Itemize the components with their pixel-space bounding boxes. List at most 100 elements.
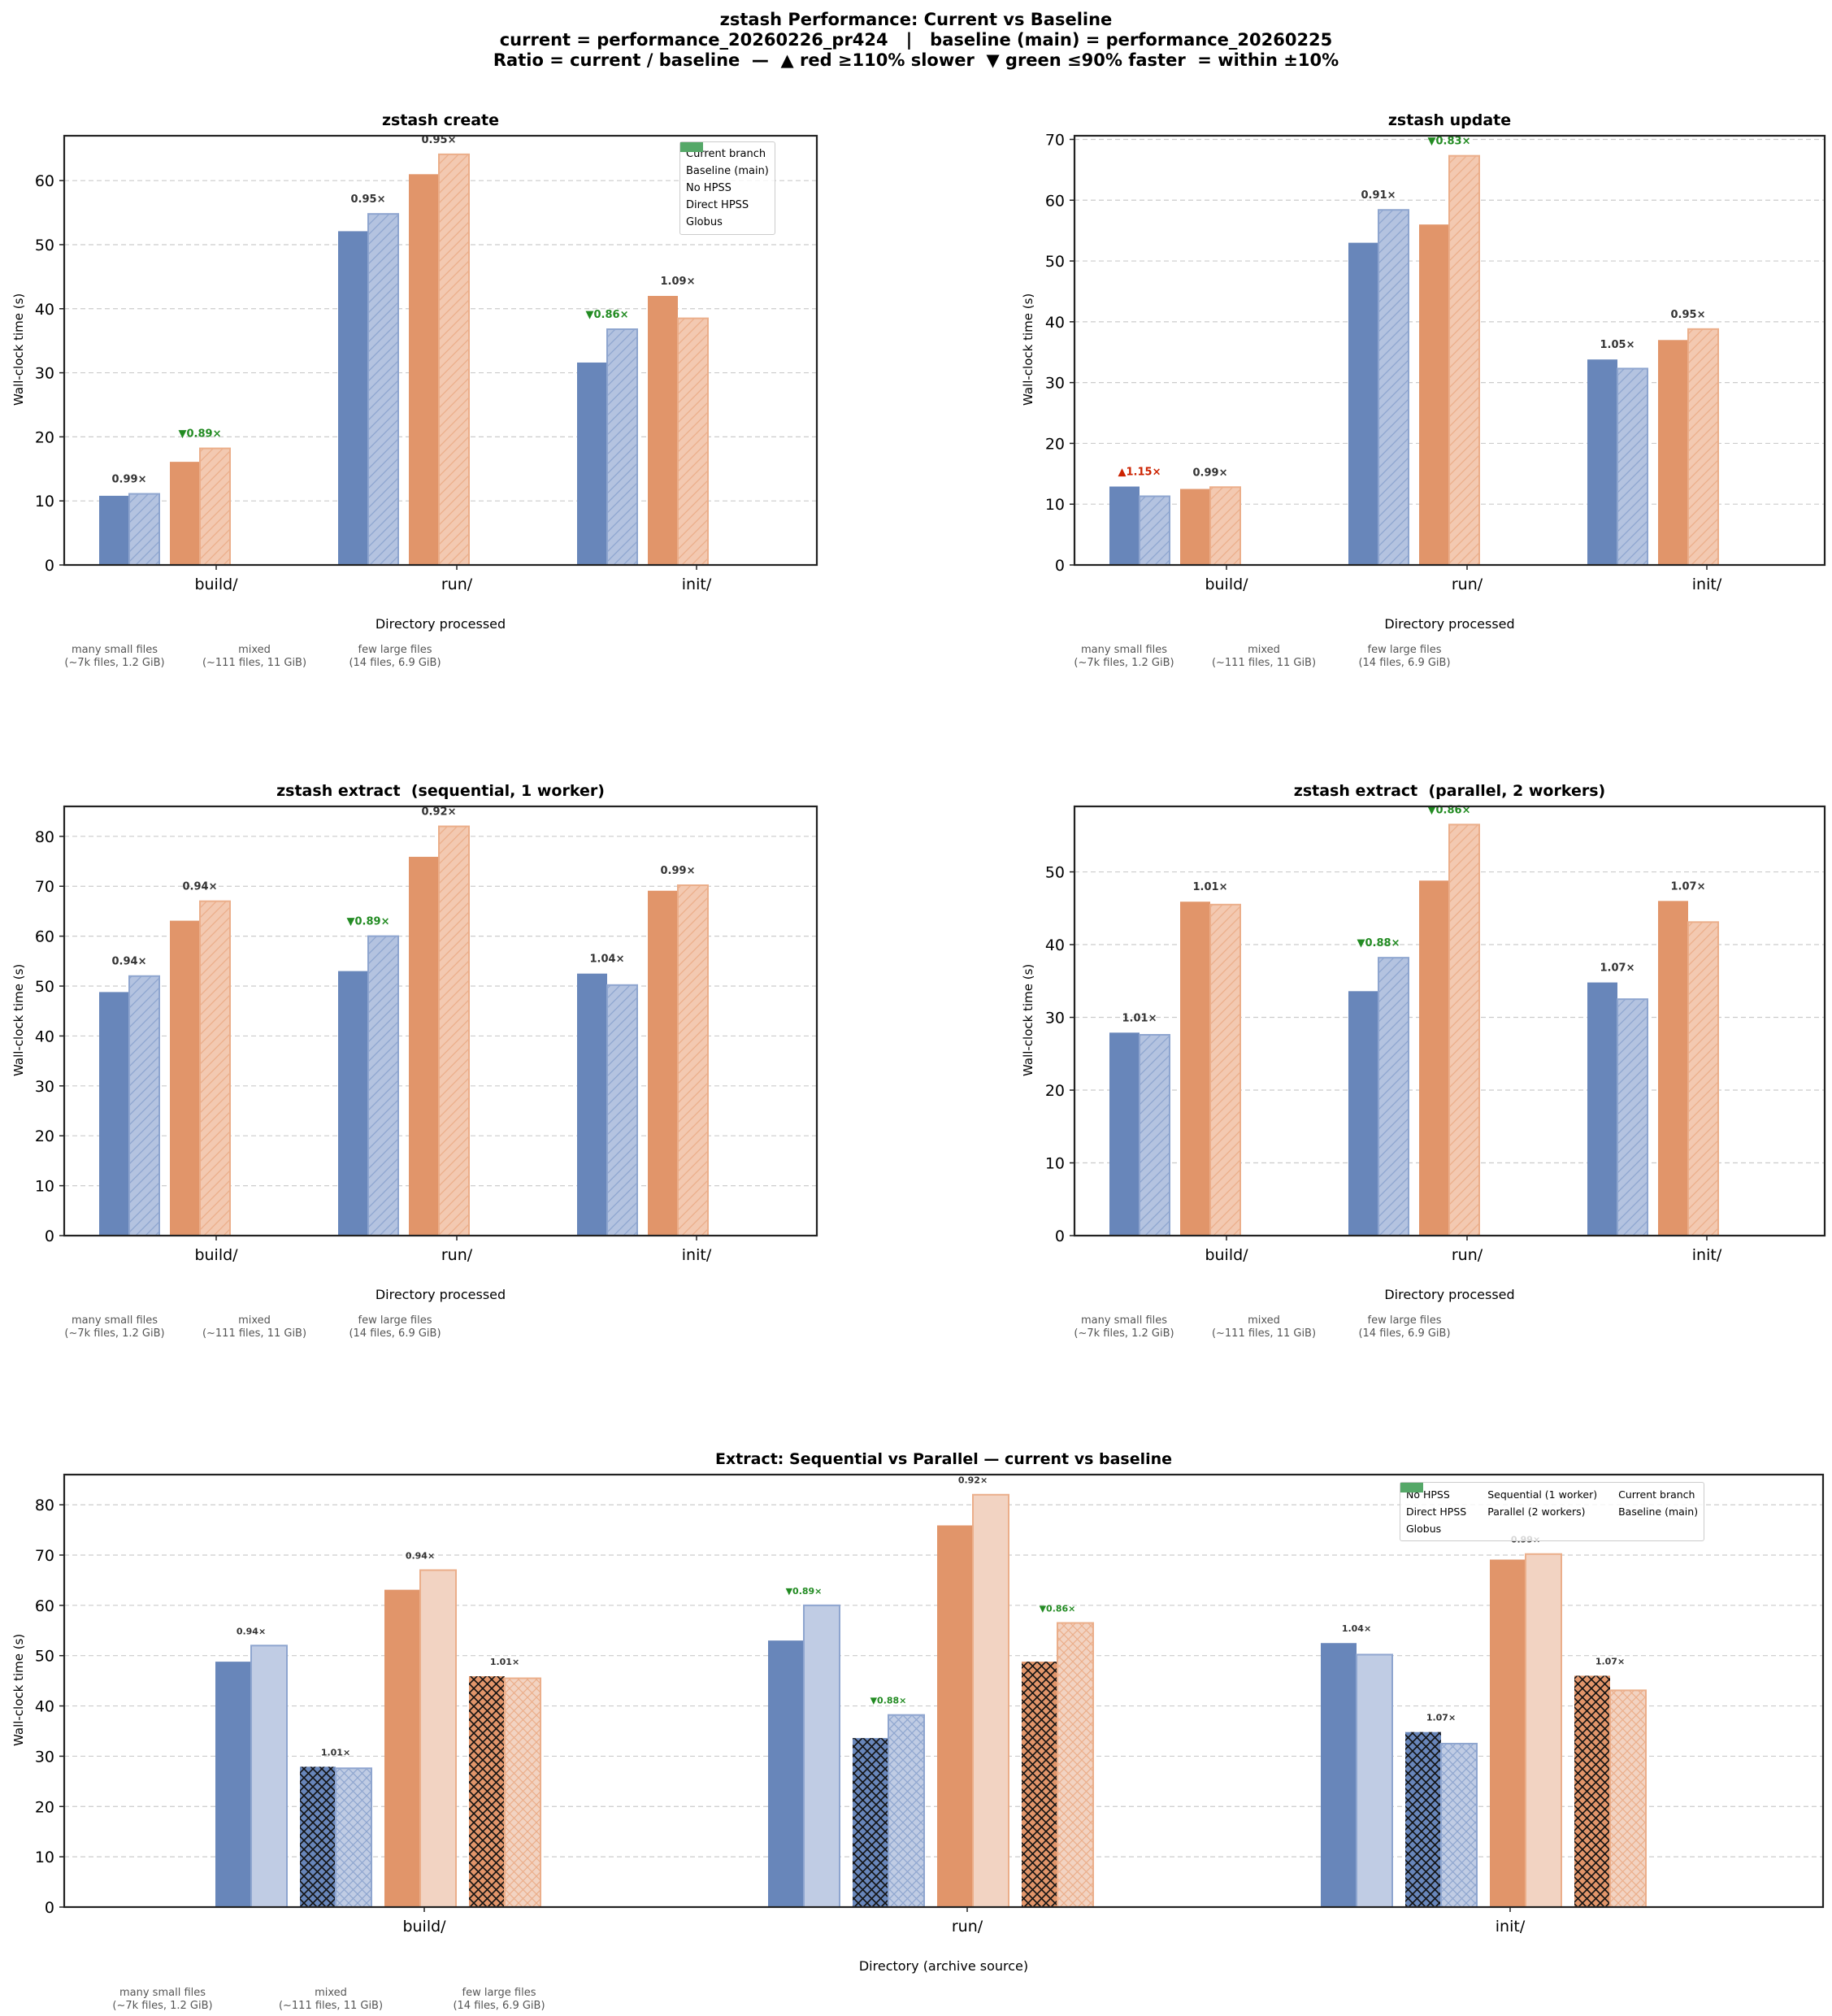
chart-title: Extract: Sequential vs Parallel — curren… xyxy=(714,1450,1173,1468)
bar-baseline-hatch xyxy=(1688,328,1718,565)
bar-baseline-direct_hpss-sequential xyxy=(419,1569,457,1908)
bar-baseline-hatch xyxy=(1378,958,1409,1236)
bars xyxy=(99,825,709,1237)
bar-baseline-hatch xyxy=(1617,999,1647,1236)
bar-current-direct_hpss xyxy=(1180,902,1210,1236)
bar-baseline-hatch xyxy=(368,936,398,1236)
bar-baseline-hatch xyxy=(439,154,469,565)
ratio-label: ▼0.89× xyxy=(347,916,390,928)
bar-current-no_hpss xyxy=(1348,991,1378,1236)
footnote-line-2: (~111 files, 11 GiB) xyxy=(278,2000,384,2012)
bar-current-no_hpss xyxy=(1109,486,1140,565)
bar-current-hatch xyxy=(1405,1731,1441,1907)
dataset-footnote: few large files (14 files, 6.9 GiB) xyxy=(1358,644,1450,670)
footnote-line-1: few large files xyxy=(358,1314,432,1327)
x-tick-label: init/ xyxy=(1496,1918,1526,1936)
x-tick-label: init/ xyxy=(682,1246,712,1264)
footnote-line-1: many small files xyxy=(71,644,158,656)
footnote-line-1: mixed xyxy=(238,1314,271,1327)
suptitle-line-3: Ratio = current / baseline — ▲ red ≥110%… xyxy=(493,50,1339,70)
ratio-label: 0.95× xyxy=(422,134,457,146)
ratio-label: 0.95× xyxy=(351,193,386,206)
dataset-footnote: many small files (~7k files, 1.2 GiB) xyxy=(64,644,164,670)
bar-baseline-hatch xyxy=(1688,922,1718,1236)
y-tick-label: 20 xyxy=(35,1127,54,1145)
y-tick-label: 0 xyxy=(45,557,54,575)
suptitle-line-2: current = performance_20260226_pr424 | b… xyxy=(499,30,1333,50)
suptitle-line-1: zstash Performance: Current vs Baseline xyxy=(719,10,1113,29)
bar-current-direct_hpss-sequential xyxy=(937,1525,973,1907)
bar-baseline-hatch xyxy=(129,493,159,565)
x-tick-label: build/ xyxy=(194,576,238,593)
ratio-label: ▼0.88× xyxy=(870,1696,907,1706)
footnote-line-1: many small files xyxy=(1080,644,1168,656)
y-tick-label: 50 xyxy=(1045,253,1065,271)
bar-baseline-hatch xyxy=(336,1768,371,1907)
bar-current-no_hpss xyxy=(1587,982,1617,1236)
legend-item: Sequential (1 worker) xyxy=(1400,1483,1597,1503)
footnote-line-2: (~111 files, 11 GiB) xyxy=(202,1327,307,1340)
ratio-label: ▼0.88× xyxy=(1357,937,1400,949)
ratio-label: ▼0.86× xyxy=(1428,804,1471,816)
x-axis-label: Directory processed xyxy=(375,616,506,632)
bar-baseline-hatch xyxy=(1378,210,1409,565)
x-tick-label: run/ xyxy=(952,1918,983,1936)
bar-baseline-hatch xyxy=(368,214,398,565)
legend-item: Globus xyxy=(680,142,769,231)
bar-baseline-hatch xyxy=(678,318,708,565)
bar-current-direct_hpss-sequential xyxy=(1490,1559,1526,1907)
y-axis-label: Wall-clock time (s) xyxy=(1021,293,1035,406)
bar-current-direct_hpss xyxy=(1419,880,1449,1236)
ratio-label: 0.94× xyxy=(237,1626,266,1636)
bar-baseline-no_hpss-sequential xyxy=(1356,1653,1393,1908)
ratio-label: ▼0.89× xyxy=(179,428,222,441)
bar-current-hatch xyxy=(853,1738,888,1907)
footnote-line-1: mixed xyxy=(1248,644,1280,656)
x-tick-label: init/ xyxy=(1692,1246,1722,1264)
footnote-line-1: mixed xyxy=(238,644,271,656)
ratio-label: 0.92× xyxy=(958,1475,988,1486)
x-tick-label: run/ xyxy=(1452,1246,1483,1264)
y-tick-label: 60 xyxy=(1045,192,1065,210)
y-tick-label: 50 xyxy=(35,237,54,254)
bar-current-no_hpss xyxy=(99,992,129,1236)
bar-current-direct_hpss xyxy=(409,174,439,566)
bar-current-no_hpss-sequential xyxy=(215,1662,251,1907)
bar-baseline-hatch xyxy=(1210,487,1240,565)
chart-title: zstash extract (sequential, 1 worker) xyxy=(276,782,605,800)
footnote-line-2: (14 files, 6.9 GiB) xyxy=(1358,657,1451,669)
y-tick-label: 30 xyxy=(35,1078,54,1096)
footnote-line-2: (~111 files, 11 GiB) xyxy=(1211,657,1317,669)
bar-current-direct_hpss xyxy=(1419,224,1449,565)
x-tick-label: init/ xyxy=(1692,576,1722,593)
dataset-footnote: few large files (14 files, 6.9 GiB) xyxy=(1358,1314,1450,1340)
dataset-footnote: few large files (14 files, 6.9 GiB) xyxy=(349,644,441,670)
ratio-label: 1.04× xyxy=(590,954,625,966)
y-tick-label: 60 xyxy=(35,928,54,946)
ratio-label: 1.01× xyxy=(1193,881,1228,893)
bar-current-no_hpss xyxy=(577,973,607,1236)
bar-baseline-hatch xyxy=(129,975,159,1236)
bar-baseline-no_hpss-sequential xyxy=(803,1604,840,1908)
dataset-footnote: many small files (~7k files, 1.2 GiB) xyxy=(64,1314,164,1340)
legend-label: Direct HPSS xyxy=(1406,1505,1467,1518)
bar-baseline-hatch xyxy=(607,984,637,1236)
bar-baseline-direct_hpss-sequential xyxy=(1525,1553,1562,1908)
x-tick-label: build/ xyxy=(1205,576,1248,593)
bar-baseline-hatch xyxy=(505,1678,540,1907)
ratio-label: 0.99× xyxy=(1193,467,1228,479)
panel-extract-sequential: 0 10 20 30 40 50 60 70 80 0.94× 0.94× ▼0.89× 0.92× 1.… xyxy=(0,776,845,1345)
panel-update: 0 10 20 30 40 50 60 70 ▲1.15× 0.99× 0.91× ▼0.83× 1.0… xyxy=(1009,106,1832,675)
footnote-line-1: many small files xyxy=(119,1987,206,1999)
footnote-line-2: (~7k files, 1.2 GiB) xyxy=(1074,657,1174,669)
chart-legend: Current branch Baseline (main) No HPSS Dire… xyxy=(679,141,775,235)
dataset-footnote: many small files (~7k files, 1.2 GiB) xyxy=(1074,1314,1174,1340)
legend-label: Globus xyxy=(686,216,723,228)
footnote-line-2: (~111 files, 11 GiB) xyxy=(202,657,307,669)
ratio-label: 0.94× xyxy=(183,881,218,893)
bar-current-direct_hpss xyxy=(648,296,678,565)
dataset-footnote: many small files (~7k files, 1.2 GiB) xyxy=(112,1987,212,2013)
bar-current-no_hpss xyxy=(1587,359,1617,565)
bar-current-no_hpss xyxy=(577,362,607,565)
bar-baseline-hatch xyxy=(1617,368,1647,565)
